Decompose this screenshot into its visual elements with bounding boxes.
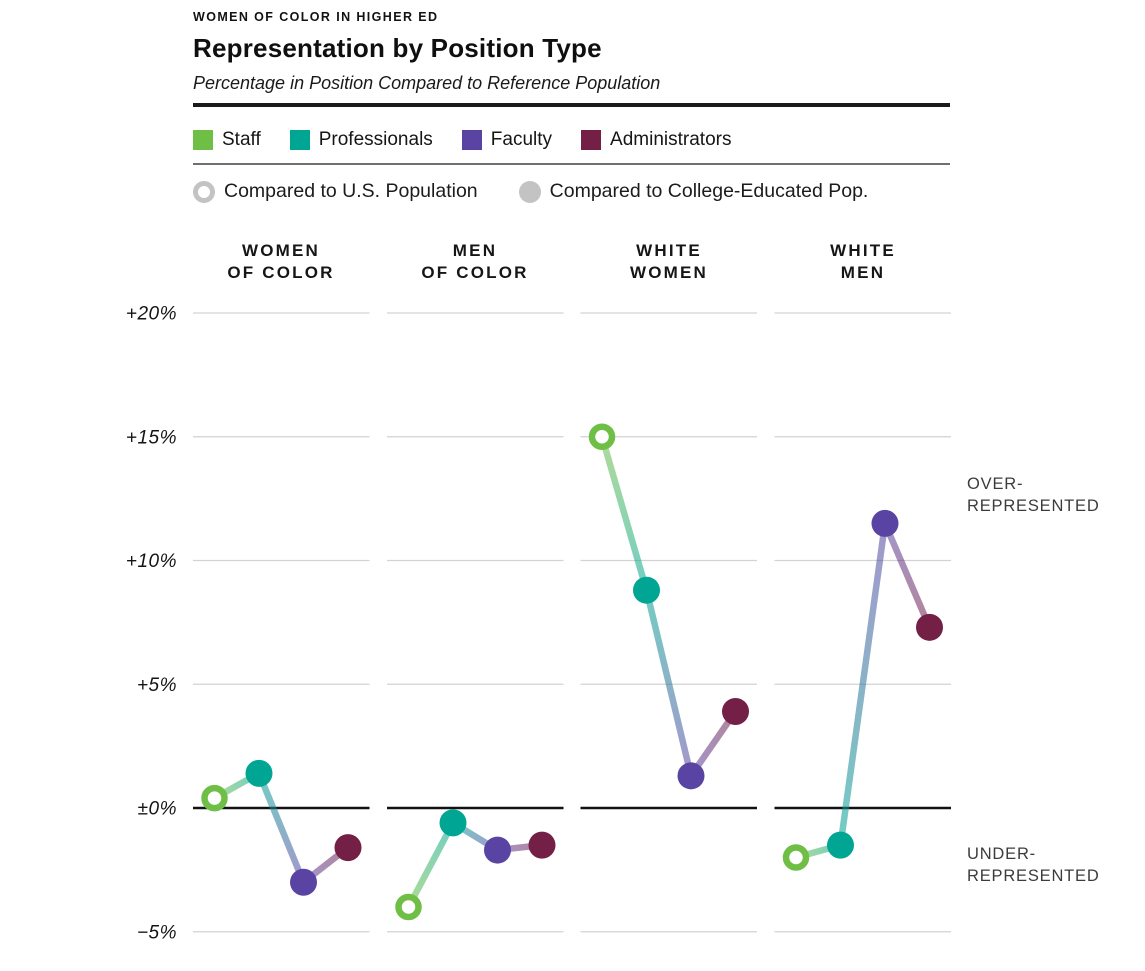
connector-segment: [643, 589, 695, 777]
data-point-staff: [201, 784, 228, 812]
faculty-swatch-icon: [461, 130, 482, 150]
column-header-white-women: WHITE WOMEN: [559, 240, 779, 284]
annotation-line: REPRESENTED: [967, 497, 1100, 515]
y-tick-label: ±0%: [138, 799, 177, 820]
connector-segment: [837, 522, 889, 846]
subtitle: Percentage in Position Compared to Refer…: [193, 73, 661, 93]
data-point-faculty: [290, 868, 317, 896]
legend-item-faculty: Faculty: [461, 129, 553, 151]
under-represented-label: UNDER- REPRESENTED: [967, 843, 1142, 887]
data-point-professionals: [633, 576, 660, 604]
legend-label: Staff: [222, 129, 261, 150]
connector-segment: [882, 522, 933, 629]
legend-label: Administrators: [610, 129, 732, 150]
divider-thin: [193, 163, 950, 165]
legend-item-college-educated: Compared to College-Educated Pop.: [518, 180, 869, 203]
column-header-women-of-color: WOMEN OF COLOR: [171, 240, 391, 284]
column-header-line: WOMEN: [241, 241, 321, 260]
annotation-line: UNDER-: [967, 845, 1036, 863]
professionals-swatch-icon: [289, 130, 310, 150]
page-title: Representation by Position Type: [193, 33, 602, 63]
y-tick-label: +5%: [137, 675, 177, 696]
column-header-line: OF COLOR: [421, 263, 529, 282]
column-header-line: MEN: [840, 263, 886, 282]
column-header-white-men: WHITE MEN: [753, 240, 973, 284]
header: WOMEN OF COLOR IN HIGHER ED Representati…: [193, 10, 953, 94]
data-point-administrators: [916, 613, 943, 641]
divider-thick: [193, 103, 950, 107]
y-tick-label: +20%: [126, 304, 177, 325]
annotation-line: OVER-: [967, 475, 1024, 493]
legend-item-us-population: Compared to U.S. Population: [193, 180, 478, 203]
data-point-administrators: [334, 834, 362, 862]
connector-segment: [405, 821, 456, 909]
connector-segment: [255, 772, 307, 884]
legend-item-administrators: Administrators: [581, 129, 731, 151]
data-point-administrators: [722, 697, 749, 725]
data-point-professionals: [439, 809, 467, 837]
data-point-staff: [782, 844, 810, 871]
data-point-staff: [588, 423, 616, 450]
eyebrow: WOMEN OF COLOR IN HIGHER ED: [193, 10, 439, 24]
data-point-administrators: [528, 831, 556, 859]
legend-item-professionals: Professionals: [289, 129, 433, 151]
legend-label: Compared to College-Educated Pop.: [549, 180, 869, 202]
data-point-professionals: [245, 759, 273, 787]
connector-segment: [598, 435, 650, 592]
staff-swatch-icon: [193, 130, 213, 150]
column-header-line: OF COLOR: [227, 263, 335, 282]
administrators-swatch-icon: [581, 130, 602, 150]
column-header-line: WHITE: [636, 241, 702, 260]
filled-circle-icon: [518, 180, 541, 203]
data-point-faculty: [484, 836, 511, 864]
column-header-line: MEN: [452, 241, 498, 260]
legend-label: Professionals: [318, 129, 433, 150]
y-tick-label: +15%: [126, 427, 177, 448]
legend-label: Compared to U.S. Population: [224, 180, 478, 202]
data-point-faculty: [871, 509, 899, 537]
reference-legend: Compared to U.S. Population Compared to …: [193, 180, 868, 203]
column-header-men-of-color: MEN OF COLOR: [365, 240, 585, 284]
data-point-professionals: [827, 831, 854, 859]
data-point-staff: [395, 893, 422, 921]
y-tick-label: +10%: [126, 551, 177, 572]
legend-item-staff: Staff: [193, 129, 261, 151]
data-point-faculty: [677, 762, 705, 790]
y-tick-label: −5%: [137, 922, 177, 943]
over-represented-label: OVER- REPRESENTED: [967, 473, 1142, 517]
series-legend: Staff Professionals Faculty Administrato…: [193, 129, 731, 151]
legend-label: Faculty: [490, 129, 553, 150]
annotation-line: REPRESENTED: [967, 867, 1100, 885]
column-header-line: WHITE: [830, 241, 896, 260]
open-circle-icon: [193, 180, 215, 203]
column-header-line: WOMEN: [629, 263, 709, 282]
